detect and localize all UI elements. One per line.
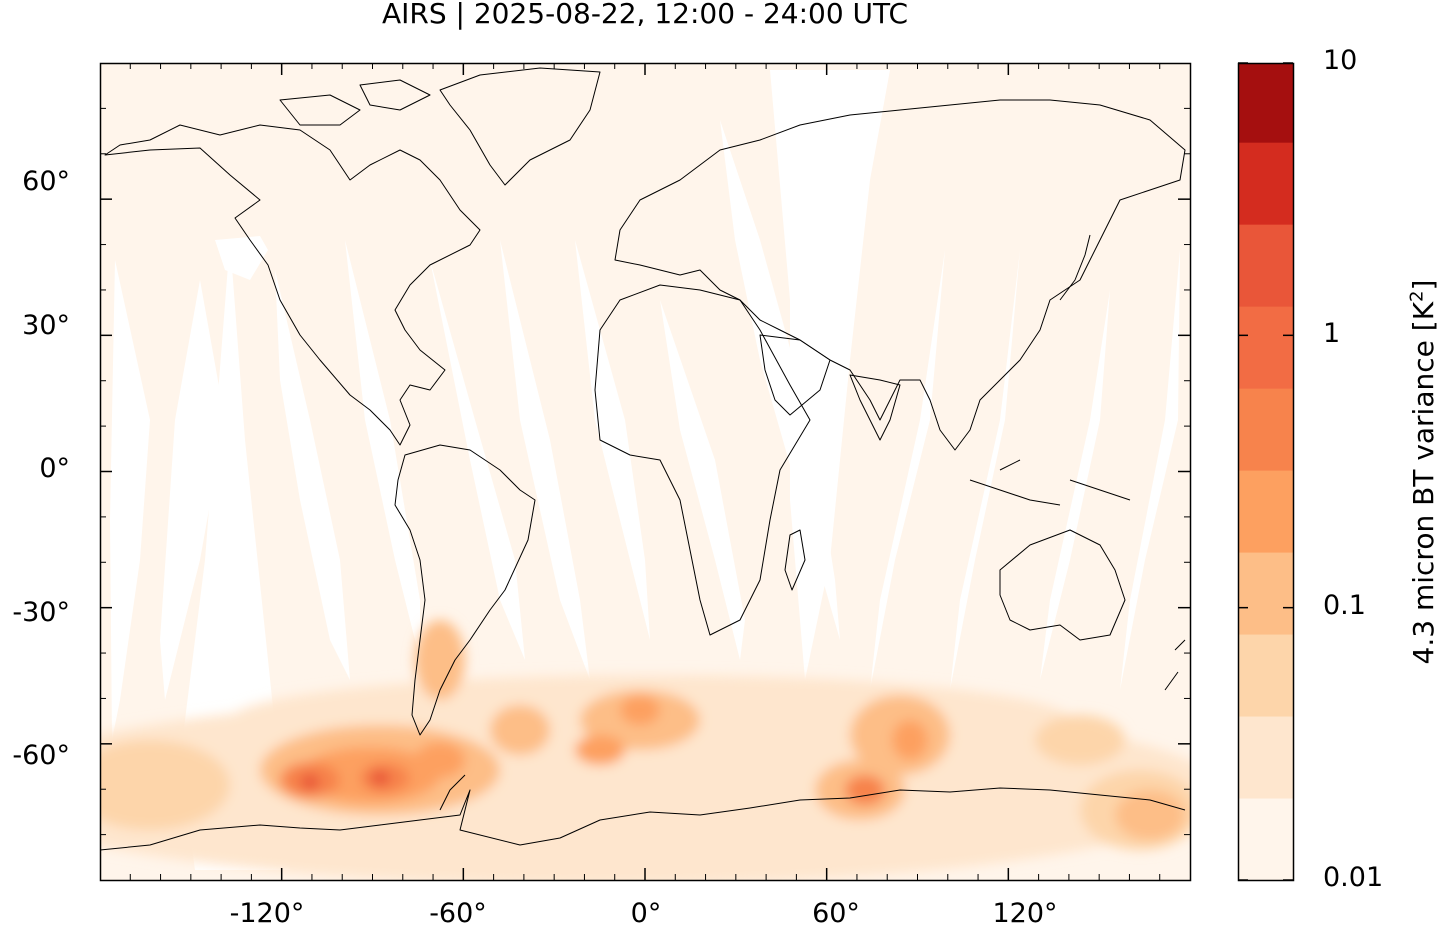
orbit-gap-10: [660, 300, 745, 660]
orbit-gap-14: [950, 250, 1020, 690]
colorbar-tick-label: 0.1: [1323, 590, 1366, 621]
x-tick-label: 120°: [992, 898, 1058, 929]
colorbar-level: [1238, 63, 1293, 143]
coast-indonesia: [969, 459, 1131, 506]
coast-india: [849, 374, 901, 441]
coast-new-zealand: [1164, 639, 1186, 691]
map-plot-area: [100, 63, 1190, 880]
orbit-gaps: [110, 70, 1180, 870]
coast-antarctica: [100, 787, 1186, 851]
coast-north-america: [104, 124, 481, 446]
orbit-gap-5: [275, 270, 350, 680]
y-tick-label: 60°: [22, 166, 70, 197]
colorbar-level: [1238, 224, 1293, 307]
colorbar-level: [1238, 388, 1293, 471]
x-tick-label: -60°: [429, 898, 487, 929]
colorbar-levels: [1238, 63, 1293, 881]
colorbar-level: [1238, 716, 1293, 799]
coast-greenland: [439, 67, 601, 186]
coast-africa: [594, 284, 811, 636]
variance-field: [100, 620, 1190, 880]
map-axes: [99, 62, 1192, 882]
x-tick-label: -120°: [229, 898, 305, 929]
orbit-gap-2: [110, 260, 150, 740]
colorbar-level: [1238, 634, 1293, 717]
colorbar-tick-label: 0.01: [1323, 862, 1384, 893]
y-tick-label: -60°: [12, 740, 70, 771]
colorbar-tick-label: 10: [1323, 45, 1358, 76]
colorbar-frame: [1237, 62, 1295, 882]
colorbar-level: [1238, 142, 1293, 225]
map-title: AIRS | 2025-08-22, 12:00 - 24:00 UTC: [381, 0, 909, 30]
colorbar-ticks: [1238, 62, 1293, 881]
coastlines: [100, 67, 1186, 851]
colorbar-level: [1238, 798, 1293, 881]
orbit-gap-8: [500, 240, 590, 680]
coast-arctic-islands: [279, 79, 431, 126]
y-tick-label: 30°: [22, 310, 70, 341]
colorbar-level: [1238, 470, 1293, 553]
y-tick-label: 0°: [39, 453, 70, 484]
coast-antarctic-peninsula: [439, 774, 466, 811]
orbit-gap-4: [160, 280, 225, 700]
coast-madagascar: [784, 529, 806, 591]
coast-japan: [1059, 234, 1091, 301]
coast-south-america: [394, 444, 536, 736]
orbit-gap-12: [770, 70, 890, 680]
orbit-gap-7: [430, 260, 525, 660]
y-tick-label: -30°: [12, 597, 70, 628]
coast-arabia: [759, 334, 831, 416]
orbit-gap-9: [575, 240, 650, 640]
coast-australia: [999, 529, 1126, 641]
coast-eurasia: [614, 99, 1186, 451]
x-tick-label: 60°: [812, 898, 860, 929]
orbit-gap-15: [1040, 290, 1110, 680]
orbit-gap-6: [345, 240, 420, 660]
colorbar: [1237, 62, 1295, 882]
major-ticks: [100, 63, 1190, 880]
orbit-gap-13: [870, 250, 945, 690]
orbit-gap-16: [1120, 250, 1180, 690]
colorbar-label: 4.3 micron BT variance [K2]: [1406, 279, 1440, 665]
minor-ticks: [100, 63, 1190, 880]
colorbar-level: [1238, 552, 1293, 635]
colorbar-tick-label: 1: [1323, 318, 1341, 349]
colorbar-level: [1238, 306, 1293, 389]
x-tick-label: 0°: [630, 898, 662, 929]
